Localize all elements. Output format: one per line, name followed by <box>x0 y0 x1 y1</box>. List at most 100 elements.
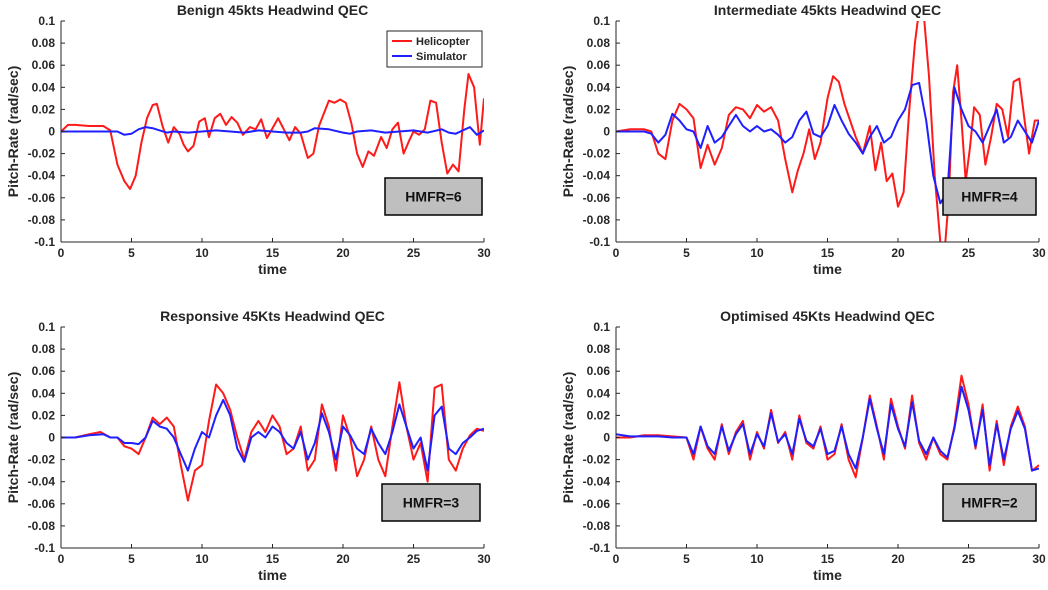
hmfr-annotation-label: HMFR=6 <box>405 189 462 205</box>
x-axis-label: time <box>813 261 842 277</box>
legend-box <box>386 30 483 68</box>
series-line-simulator <box>61 126 484 136</box>
x-tick-label: 25 <box>962 552 976 566</box>
x-tick-label: 30 <box>1032 246 1046 260</box>
y-tick-label: 0 <box>603 431 610 445</box>
x-tick-label: 5 <box>683 552 690 566</box>
y-tick-label: 0.02 <box>32 102 56 116</box>
y-tick-label: 0.08 <box>32 342 56 356</box>
x-tick-label: 20 <box>336 552 350 566</box>
y-tick-label: -0.08 <box>28 519 56 533</box>
chart-title: Responsive 45Kts Headwind QEC <box>160 308 385 324</box>
x-tick-label: 20 <box>891 552 905 566</box>
chart-title: Optimised 45Kts Headwind QEC <box>720 308 935 324</box>
x-tick-label: 30 <box>477 552 491 566</box>
y-tick-label: 0.06 <box>587 364 611 378</box>
chart-title: Intermediate 45kts Headwind QEC <box>714 2 941 18</box>
x-axis-label: time <box>258 261 287 277</box>
x-tick-label: 25 <box>407 552 421 566</box>
x-tick-label: 20 <box>891 246 905 260</box>
series-line-helicopter <box>61 73 484 190</box>
hmfr-annotation-label: HMFR=4 <box>961 189 1018 205</box>
y-tick-label: 0.04 <box>32 386 56 400</box>
x-tick-label: 0 <box>58 246 65 260</box>
x-tick-label: 0 <box>58 552 65 566</box>
y-tick-label: -0.06 <box>28 497 56 511</box>
y-tick-label: -0.04 <box>28 475 56 489</box>
y-tick-label: 0 <box>48 431 55 445</box>
x-tick-label: 25 <box>962 246 976 260</box>
y-tick-label: 0.04 <box>32 80 56 94</box>
y-tick-label: -0.02 <box>28 147 56 161</box>
series-line-helicopter <box>616 21 1039 242</box>
y-axis-label: Pitch-Rate (rad/sec) <box>5 372 21 503</box>
y-tick-label: 0.02 <box>587 102 611 116</box>
hmfr-annotation-box <box>942 483 1037 522</box>
y-tick-label: 0.02 <box>587 408 611 422</box>
chart-title: Benign 45kts Headwind QEC <box>177 2 368 18</box>
x-tick-label: 30 <box>477 246 491 260</box>
y-axis-label: Pitch-Rate (rad/sec) <box>5 66 21 197</box>
y-tick-label: -0.1 <box>34 541 55 555</box>
y-tick-label: 0.1 <box>593 320 610 334</box>
y-tick-label: 0.1 <box>38 14 55 28</box>
hmfr-annotation-label: HMFR=2 <box>961 495 1018 511</box>
chart-panel-2: Intermediate 45kts Headwind QEC 0.1 0.08 0.… <box>560 2 1046 277</box>
x-tick-label: 15 <box>821 246 835 260</box>
chart-panel-4: Optimised 45Kts Headwind QEC 0.1 0.08 0.06 0… <box>560 308 1046 583</box>
chart-panel-3: Responsive 45Kts Headwind QEC 0.1 0.08 0.06… <box>5 308 491 583</box>
series-line-simulator <box>616 385 1039 472</box>
x-tick-label: 5 <box>683 246 690 260</box>
legend-label-simulator: Simulator <box>416 51 467 63</box>
x-tick-label: 25 <box>407 246 421 260</box>
legend: Helicopter Simulator <box>386 30 483 68</box>
x-tick-label: 10 <box>195 552 209 566</box>
y-tick-label: 0.06 <box>587 58 611 72</box>
y-tick-label: -0.06 <box>583 191 611 205</box>
hmfr-annotation-box <box>942 177 1037 216</box>
y-tick-label: 0.04 <box>587 386 611 400</box>
y-tick-label: 0.08 <box>587 36 611 50</box>
x-tick-label: 15 <box>821 552 835 566</box>
x-tick-label: 0 <box>613 246 620 260</box>
hmfr-annotation-box <box>381 483 481 522</box>
y-tick-label: -0.02 <box>583 147 611 161</box>
y-tick-label: -0.08 <box>583 213 611 227</box>
y-tick-label: -0.08 <box>583 519 611 533</box>
chart-panel-1: Benign 45kts Headwind QEC 0.1 0.08 0.06 0.04… <box>5 2 491 277</box>
series-line-simulator <box>61 398 484 472</box>
y-tick-label: -0.04 <box>583 169 611 183</box>
y-tick-label: 0.1 <box>593 14 610 28</box>
y-tick-label: 0.02 <box>32 408 56 422</box>
y-tick-label: 0.08 <box>587 342 611 356</box>
x-tick-label: 10 <box>750 552 764 566</box>
y-tick-label: -0.02 <box>28 453 56 467</box>
y-tick-label: 0.06 <box>32 364 56 378</box>
hmfr-annotation-box <box>384 177 483 216</box>
y-tick-label: -0.1 <box>589 541 610 555</box>
x-tick-label: 15 <box>266 246 280 260</box>
y-tick-label: -0.04 <box>28 169 56 183</box>
y-axis-label: Pitch-Rate (rad/sec) <box>560 66 576 197</box>
x-tick-label: 30 <box>1032 552 1046 566</box>
y-axis-label: Pitch-Rate (rad/sec) <box>560 372 576 503</box>
x-axis-label: time <box>258 567 287 583</box>
y-tick-label: 0.06 <box>32 58 56 72</box>
x-tick-label: 15 <box>266 552 280 566</box>
y-tick-label: -0.1 <box>589 235 610 249</box>
y-tick-label: -0.04 <box>583 475 611 489</box>
y-tick-label: 0 <box>48 125 55 139</box>
x-tick-label: 0 <box>613 552 620 566</box>
y-tick-label: -0.02 <box>583 453 611 467</box>
y-tick-label: 0 <box>603 125 610 139</box>
y-tick-label: 0.04 <box>587 80 611 94</box>
y-tick-label: 0.08 <box>32 36 56 50</box>
hmfr-annotation-label: HMFR=3 <box>403 495 460 511</box>
x-tick-label: 10 <box>750 246 764 260</box>
x-tick-label: 5 <box>128 246 135 260</box>
x-axis-label: time <box>813 567 842 583</box>
series-line-simulator <box>616 81 1039 205</box>
y-tick-label: -0.08 <box>28 213 56 227</box>
y-tick-label: -0.06 <box>28 191 56 205</box>
